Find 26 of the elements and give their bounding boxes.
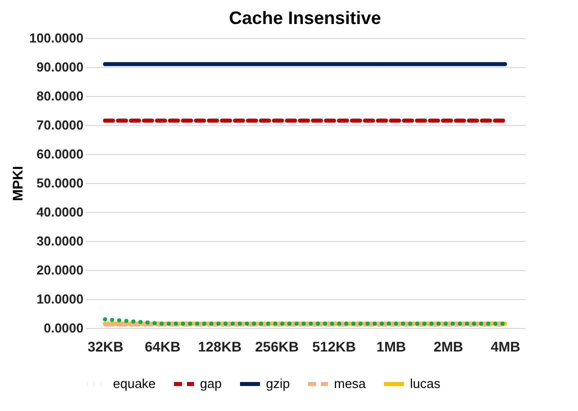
- x-tick-label: 256KB: [255, 338, 299, 354]
- y-tick-label: 70.0000: [36, 118, 84, 132]
- chart-title: Cache Insensitive: [228, 8, 382, 28]
- y-axis-title: MPKI: [9, 166, 26, 201]
- legend-label: mesa: [334, 376, 367, 391]
- x-tick-label: 4MB: [490, 338, 520, 354]
- y-tick-label: 40.0000: [36, 204, 84, 220]
- x-tick-label: 32KB: [88, 338, 124, 354]
- legend-label: gzip: [266, 376, 290, 391]
- y-tick-label: 90.0000: [36, 60, 84, 74]
- y-tick-label: 20.0000: [36, 262, 84, 278]
- y-tick-label: 30.0000: [36, 234, 84, 248]
- legend-label: equake: [113, 376, 156, 391]
- y-tick-label: 100.0000: [29, 30, 84, 46]
- y-tick-label: 60.0000: [36, 146, 84, 162]
- legend-label: lucas: [410, 376, 441, 391]
- y-tick-label: 0.0000: [44, 320, 84, 336]
- x-tick-label: 1MB: [376, 338, 406, 354]
- x-tick-label: 64KB: [144, 338, 181, 354]
- x-tick-label: 512KB: [312, 338, 356, 354]
- y-tick-label: 50.0000: [36, 176, 84, 190]
- y-tick-label: 80.0000: [36, 88, 84, 104]
- x-tick-label: 128KB: [198, 338, 242, 354]
- legend-label: gap: [200, 376, 222, 391]
- x-tick-label: 2MB: [434, 338, 464, 354]
- y-tick-label: 10.0000: [36, 292, 84, 306]
